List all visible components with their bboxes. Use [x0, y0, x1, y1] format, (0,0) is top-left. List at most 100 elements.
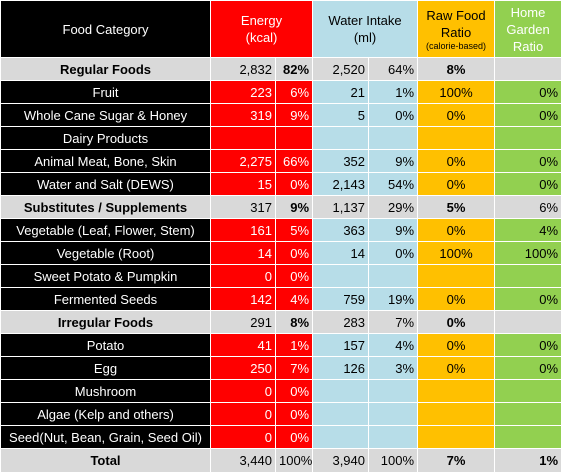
water-value-cell: 126 [313, 357, 369, 380]
raw-ratio-cell: 0% [418, 219, 495, 242]
water-value-cell: 759 [313, 288, 369, 311]
water-value-cell [313, 426, 369, 449]
home-garden-ratio-cell [495, 265, 561, 288]
raw-ratio-cell: 5% [418, 196, 495, 219]
water-value-cell: 1,137 [313, 196, 369, 219]
raw-ratio-cell [418, 403, 495, 426]
home-garden-ratio-cell: 4% [495, 219, 561, 242]
category-cell: Potato [1, 334, 211, 357]
home-garden-ratio-cell [495, 58, 561, 81]
raw-ratio-cell [418, 127, 495, 150]
energy-percent-cell: 4% [276, 288, 313, 311]
water-value-cell [313, 127, 369, 150]
raw-ratio-cell: 0% [418, 357, 495, 380]
raw-ratio-cell: 0% [418, 104, 495, 127]
category-cell: Mushroom [1, 380, 211, 403]
home-garden-ratio-cell: 100% [495, 242, 561, 265]
home-garden-ratio-cell: 0% [495, 81, 561, 104]
category-cell: Fermented Seeds [1, 288, 211, 311]
category-cell: Vegetable (Root) [1, 242, 211, 265]
energy-value-cell [211, 127, 276, 150]
raw-ratio-cell [418, 380, 495, 403]
raw-ratio-cell: 7% [418, 449, 495, 473]
water-percent-cell [369, 265, 418, 288]
home-garden-ratio-cell: 0% [495, 104, 561, 127]
category-cell: Substitutes / Supplements [1, 196, 211, 219]
water-percent-cell: 29% [369, 196, 418, 219]
water-percent-cell: 9% [369, 219, 418, 242]
water-value-cell: 157 [313, 334, 369, 357]
raw-ratio-cell: 8% [418, 58, 495, 81]
header-energy: Energy(kcal) [211, 1, 313, 58]
energy-percent-cell: 8% [276, 311, 313, 334]
energy-value-cell: 15 [211, 173, 276, 196]
energy-value-cell: 250 [211, 357, 276, 380]
water-value-cell: 2,143 [313, 173, 369, 196]
energy-percent-cell: 0% [276, 426, 313, 449]
category-cell: Regular Foods [1, 58, 211, 81]
energy-percent-cell: 0% [276, 173, 313, 196]
energy-percent-cell: 0% [276, 242, 313, 265]
category-cell: Fruit [1, 81, 211, 104]
energy-percent-cell: 9% [276, 196, 313, 219]
home-garden-ratio-cell: 0% [495, 150, 561, 173]
water-value-cell: 352 [313, 150, 369, 173]
energy-value-cell: 291 [211, 311, 276, 334]
energy-value-cell: 2,832 [211, 58, 276, 81]
energy-percent-cell: 0% [276, 265, 313, 288]
water-percent-cell [369, 127, 418, 150]
water-value-cell: 283 [313, 311, 369, 334]
energy-value-cell: 2,275 [211, 150, 276, 173]
water-value-cell [313, 265, 369, 288]
water-value-cell: 21 [313, 81, 369, 104]
table-row: Dairy Products [1, 127, 561, 150]
home-garden-ratio-cell [495, 127, 561, 150]
raw-ratio-cell [418, 426, 495, 449]
water-value-cell [313, 380, 369, 403]
energy-percent-cell: 100% [276, 449, 313, 473]
home-garden-ratio-cell [495, 311, 561, 334]
water-percent-cell: 3% [369, 357, 418, 380]
category-cell: Vegetable (Leaf, Flower, Stem) [1, 219, 211, 242]
water-percent-cell [369, 380, 418, 403]
category-cell: Whole Cane Sugar & Honey [1, 104, 211, 127]
raw-ratio-cell: 0% [418, 288, 495, 311]
energy-value-cell: 142 [211, 288, 276, 311]
water-percent-cell: 64% [369, 58, 418, 81]
home-garden-ratio-cell: 0% [495, 173, 561, 196]
header-food-category: Food Category [1, 1, 211, 58]
raw-ratio-cell: 100% [418, 242, 495, 265]
home-garden-ratio-cell: 1% [495, 449, 561, 473]
energy-percent-cell: 1% [276, 334, 313, 357]
water-value-cell: 3,940 [313, 449, 369, 473]
energy-value-cell: 41 [211, 334, 276, 357]
header-row: Food Category Energy(kcal) Water Intake(… [1, 1, 561, 58]
home-garden-ratio-cell: 6% [495, 196, 561, 219]
water-percent-cell: 4% [369, 334, 418, 357]
home-garden-ratio-cell: 0% [495, 357, 561, 380]
energy-percent-cell: 5% [276, 219, 313, 242]
category-cell: Egg [1, 357, 211, 380]
home-garden-ratio-cell: 0% [495, 334, 561, 357]
water-percent-cell [369, 426, 418, 449]
water-percent-cell: 7% [369, 311, 418, 334]
category-cell: Irregular Foods [1, 311, 211, 334]
energy-value-cell: 223 [211, 81, 276, 104]
category-cell: Animal Meat, Bone, Skin [1, 150, 211, 173]
energy-value-cell: 0 [211, 265, 276, 288]
water-value-cell [313, 403, 369, 426]
category-cell: Total [1, 449, 211, 473]
home-garden-ratio-cell [495, 380, 561, 403]
